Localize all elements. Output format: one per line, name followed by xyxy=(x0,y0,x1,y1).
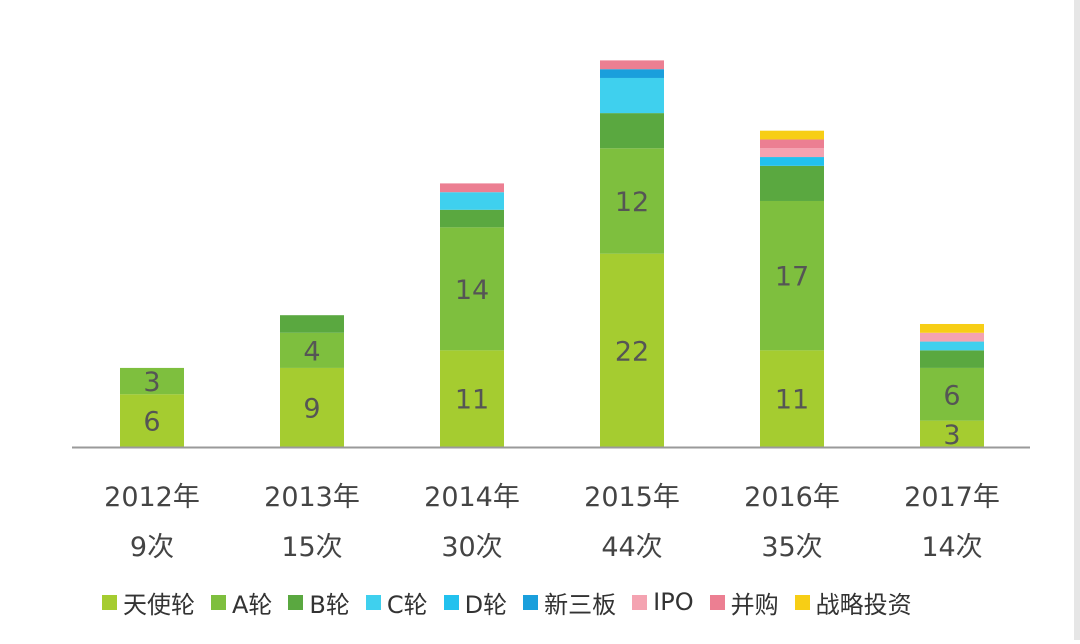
bar-data-label: 3 xyxy=(943,420,960,451)
bar-segment xyxy=(760,157,824,166)
legend-label: C轮 xyxy=(386,590,428,619)
bar-segment xyxy=(280,315,344,333)
chart-legend: 天使轮 A轮 B轮 C轮 D轮 新三板 IPO 并购 战略投资 xyxy=(102,585,912,620)
x-tick-label: 2013年 xyxy=(264,482,360,513)
legend-swatch xyxy=(709,594,725,610)
bar-data-label: 12 xyxy=(615,187,649,218)
bar-data-label: 17 xyxy=(775,262,809,293)
bar-data-label: 11 xyxy=(455,385,489,416)
legend-label: A轮 xyxy=(232,590,273,619)
bar-segment xyxy=(440,227,504,351)
legend-label: 天使轮 xyxy=(123,590,195,619)
bar-segment xyxy=(280,367,344,447)
legend-item: A轮 xyxy=(211,585,272,620)
bar-segment xyxy=(440,192,504,210)
bar-segment xyxy=(600,69,664,78)
bar-segment xyxy=(920,367,984,421)
right-edge-divider xyxy=(1074,0,1080,640)
legend-item: 天使轮 xyxy=(102,585,195,620)
x-tick-label: 2016年 xyxy=(744,482,840,513)
total-count-label: 14次 xyxy=(921,532,982,563)
legend-label: 新三板 xyxy=(544,590,617,619)
legend-label: 并购 xyxy=(730,590,779,619)
bar-segment xyxy=(600,60,664,70)
x-tick-label: 2015年 xyxy=(584,482,680,513)
legend-item: IPO xyxy=(632,588,694,616)
total-count-label: 9次 xyxy=(130,532,174,563)
bar-segment xyxy=(760,200,824,351)
bar-segment xyxy=(120,367,184,395)
bar-segment xyxy=(600,77,664,114)
x-tick-label: 2012年 xyxy=(104,482,200,513)
bar-segment xyxy=(920,420,984,447)
bar-segment xyxy=(760,165,824,201)
bar-segment xyxy=(440,350,504,447)
bar-data-label: 4 xyxy=(303,336,320,367)
legend-label: 战略投资 xyxy=(815,590,912,619)
x-tick-label: 2014年 xyxy=(424,482,520,513)
legend-item: 并购 xyxy=(709,585,779,620)
legend-label: D轮 xyxy=(464,590,508,619)
bar-segment xyxy=(760,350,824,447)
total-count-label: 44次 xyxy=(601,532,662,563)
bar-segment xyxy=(760,148,824,158)
bar-segment xyxy=(760,139,824,149)
bar-data-label: 6 xyxy=(143,407,160,438)
legend-swatch xyxy=(443,594,459,610)
total-count-label: 15次 xyxy=(281,532,342,563)
bar-segment xyxy=(920,341,984,351)
legend-swatch xyxy=(288,594,304,610)
legend-label: IPO xyxy=(653,588,694,616)
bar-segment xyxy=(920,350,984,368)
legend-label: B轮 xyxy=(309,590,350,619)
bar-data-label: 9 xyxy=(303,393,320,424)
legend-swatch xyxy=(794,594,810,610)
x-tick-label: 2017年 xyxy=(904,482,1000,513)
bar-segment xyxy=(920,323,984,333)
legend-swatch xyxy=(523,594,539,610)
bar-segment xyxy=(440,209,504,228)
legend-item: 新三板 xyxy=(523,585,616,620)
legend-swatch xyxy=(211,594,226,610)
bar-segment xyxy=(600,113,664,149)
legend-item: C轮 xyxy=(365,585,428,620)
legend-item: D轮 xyxy=(443,585,508,620)
bar-segment xyxy=(440,183,504,193)
bar-segment xyxy=(600,148,664,254)
bar-segment xyxy=(920,332,984,342)
bar-data-label: 14 xyxy=(455,275,489,306)
bar-data-label: 22 xyxy=(615,336,649,367)
bar-segment xyxy=(280,332,344,368)
legend-item: 战略投资 xyxy=(794,585,912,620)
bar-segment xyxy=(120,394,184,447)
bar-data-label: 11 xyxy=(775,385,809,416)
legend-item: B轮 xyxy=(288,585,350,620)
total-count-label: 35次 xyxy=(761,532,822,563)
legend-swatch xyxy=(365,594,381,610)
bar-segment xyxy=(760,130,824,140)
bar-segment xyxy=(600,253,664,447)
bar-data-label: 6 xyxy=(943,380,960,411)
legend-swatch xyxy=(102,594,117,610)
total-count-label: 30次 xyxy=(441,532,502,563)
legend-swatch xyxy=(632,594,648,610)
bar-data-label: 3 xyxy=(143,367,160,398)
